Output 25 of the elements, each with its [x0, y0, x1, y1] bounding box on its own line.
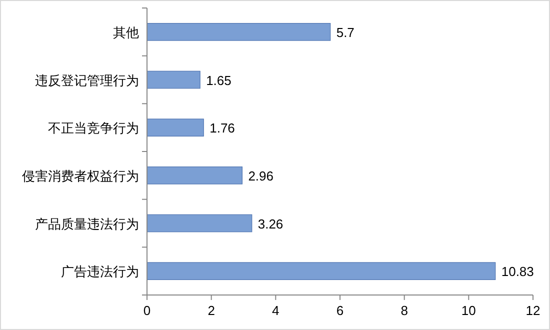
x-tick-label: 6 — [336, 303, 344, 318]
bar — [146, 70, 200, 89]
data-label: 10.83 — [501, 264, 534, 280]
data-label: 2.96 — [248, 168, 274, 184]
data-label: 5.7 — [336, 24, 354, 40]
data-label: 1.65 — [206, 72, 232, 88]
x-tick-label: 0 — [143, 303, 151, 318]
x-tick-label: 4 — [272, 303, 280, 318]
y-tick-label: 侵害消费者权益行为 — [22, 168, 139, 184]
bar — [146, 166, 243, 184]
y-tick-label: 违反登记管理行为 — [35, 72, 139, 88]
data-label: 1.76 — [210, 120, 235, 136]
x-tick-label: 10 — [461, 303, 476, 318]
bar — [146, 118, 204, 136]
bar — [146, 214, 252, 232]
y-tick-label: 产品质量违法行为 — [35, 216, 139, 232]
bar — [146, 23, 331, 41]
bar — [146, 262, 496, 280]
y-tick-label: 不正当竞争行为 — [48, 120, 139, 136]
y-tick-label: 广告违法行为 — [61, 264, 139, 280]
x-tick-label: 12 — [526, 303, 540, 318]
x-tick-label: 2 — [208, 303, 215, 318]
y-tick-label: 其他 — [113, 24, 139, 40]
x-tick-label: 8 — [400, 303, 408, 318]
data-label: 3.26 — [258, 216, 284, 232]
